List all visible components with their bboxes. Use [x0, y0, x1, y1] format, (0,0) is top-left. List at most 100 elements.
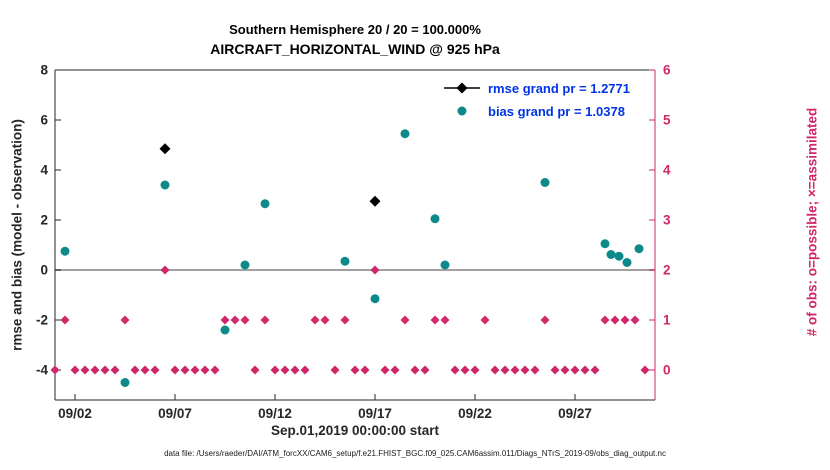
- bias-marker: [400, 129, 410, 139]
- bias-marker: [370, 294, 380, 304]
- obs-count-marker: [600, 315, 610, 325]
- bias-marker: [120, 378, 130, 387]
- obs-count-marker: [540, 315, 550, 325]
- obs-count-marker: [240, 315, 250, 325]
- y-right-tick-label: 1: [663, 313, 671, 328]
- obs-count-marker: [550, 365, 560, 375]
- bias-marker: [622, 258, 632, 267]
- obs-count-marker: [340, 315, 350, 325]
- rmse-marker: [369, 195, 381, 207]
- obs-count-marker: [370, 265, 380, 275]
- bias-marker: [430, 214, 440, 224]
- x-tick-label: 09/07: [158, 406, 192, 421]
- obs-count-marker: [630, 315, 640, 325]
- legend-label-bias: bias grand pr = 1.0378: [488, 103, 625, 119]
- rmse-legend-marker-icon: [444, 82, 480, 94]
- obs-count-marker: [560, 365, 570, 375]
- legend: rmse grand pr = 1.2771 bias grand pr = 1…: [436, 76, 636, 123]
- y-left-tick-label: 4: [40, 163, 48, 178]
- obs-count-marker: [290, 365, 300, 375]
- obs-count-marker: [530, 365, 540, 375]
- obs-count-marker: [230, 315, 240, 325]
- x-tick-label: 09/22: [458, 406, 492, 421]
- obs-count-marker: [520, 365, 530, 375]
- y-right-tick-label: 5: [663, 113, 671, 128]
- bias-marker: [260, 199, 270, 209]
- y-left-tick-label: -2: [36, 313, 48, 328]
- bias-marker: [600, 239, 610, 249]
- obs-count-marker: [120, 315, 130, 325]
- obs-count-marker: [420, 365, 430, 375]
- obs-count-marker: [580, 365, 590, 375]
- obs-count-marker: [110, 365, 120, 375]
- obs-count-marker: [350, 365, 360, 375]
- bias-marker: [614, 251, 624, 261]
- data-file-caption: data file: /Users/raeder/DAI/ATM_forcXX/…: [164, 449, 666, 458]
- bias-marker: [440, 260, 450, 270]
- obs-count-marker: [270, 365, 280, 375]
- y-axis-right-label: # of obs: o=possible; ×=assimilated: [804, 107, 820, 337]
- x-tick-label: 09/17: [358, 406, 392, 421]
- obs-count-marker: [480, 315, 490, 325]
- x-tick-label: 09/12: [258, 406, 292, 421]
- obs-count-marker: [640, 365, 650, 375]
- obs-count-marker: [70, 365, 80, 375]
- obs-count-marker: [160, 265, 170, 275]
- y-axis-left-label: rmse and bias (model - observation): [9, 119, 25, 351]
- obs-count-marker: [80, 365, 90, 375]
- obs-count-marker: [260, 315, 270, 325]
- y-right-tick-label: 4: [663, 163, 671, 178]
- obs-count-marker: [250, 365, 260, 375]
- bias-marker: [540, 178, 550, 187]
- obs-count-marker: [490, 365, 500, 375]
- y-left-tick-label: -4: [36, 363, 48, 378]
- obs-count-marker: [60, 315, 70, 325]
- obs-count-marker: [440, 315, 450, 325]
- obs-count-marker: [180, 365, 190, 375]
- obs-count-marker: [500, 365, 510, 375]
- obs-count-marker: [320, 315, 330, 325]
- obs-count-marker: [360, 365, 370, 375]
- obs-count-marker: [610, 315, 620, 325]
- obs-count-marker: [460, 365, 470, 375]
- bias-marker: [160, 180, 170, 190]
- chart-title-line1: Southern Hemisphere 20 / 20 = 100.000%: [229, 22, 481, 37]
- bias-marker: [340, 256, 350, 266]
- chart-title-line2: AIRCRAFT_HORIZONTAL_WIND @ 925 hPa: [210, 41, 500, 57]
- y-right-tick-label: 6: [663, 63, 671, 78]
- y-left-tick-label: 8: [40, 63, 48, 78]
- obs-count-marker: [300, 365, 310, 375]
- obs-count-marker: [170, 365, 180, 375]
- obs-count-marker: [280, 365, 290, 375]
- y-left-tick-label: 0: [40, 263, 48, 278]
- obs-count-marker: [100, 365, 110, 375]
- obs-count-marker: [380, 365, 390, 375]
- y-right-tick-label: 2: [663, 263, 671, 278]
- obs-count-marker: [150, 365, 160, 375]
- rmse-marker: [159, 143, 171, 155]
- obs-count-marker: [220, 315, 230, 325]
- bias-marker: [220, 325, 230, 335]
- obs-count-marker: [450, 365, 460, 375]
- bias-marker: [60, 246, 70, 256]
- obs-count-marker: [510, 365, 520, 375]
- legend-label-rmse: rmse grand pr = 1.2771: [488, 80, 630, 96]
- obs-count-marker: [470, 365, 480, 375]
- obs-count-marker: [190, 365, 200, 375]
- obs-count-marker: [130, 365, 140, 375]
- x-axis-label: Sep.01,2019 00:00:00 start: [270, 423, 440, 438]
- obs-count-marker: [310, 315, 320, 325]
- bias-legend-marker-icon: [457, 106, 467, 116]
- obs-count-marker: [90, 365, 100, 375]
- obs-count-marker: [430, 315, 440, 325]
- y-right-tick-label: 0: [663, 363, 671, 378]
- bias-marker: [634, 244, 644, 254]
- obs-count-marker: [210, 365, 220, 375]
- legend-row-bias: bias grand pr = 1.0378: [442, 101, 630, 121]
- obs-count-marker: [410, 365, 420, 375]
- obs-count-marker: [620, 315, 630, 325]
- obs-count-marker: [140, 365, 150, 375]
- x-tick-label: 09/02: [58, 406, 92, 421]
